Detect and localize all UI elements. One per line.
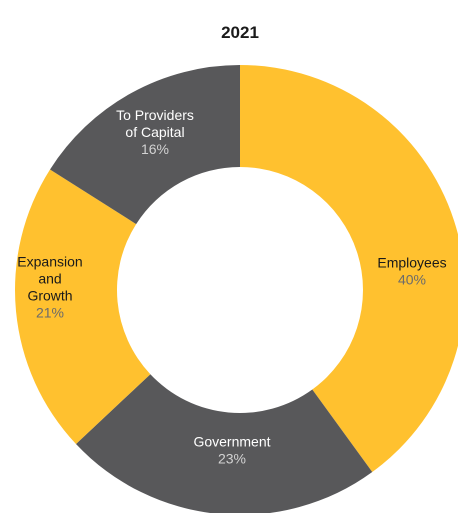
- slice-to-providers-of-capital: [50, 65, 241, 225]
- slice-label: Employees: [377, 255, 446, 271]
- slice-value-label: 16%: [141, 141, 169, 157]
- slice-label: Expansion: [17, 254, 82, 270]
- slice-label: Government: [193, 434, 270, 450]
- slice-value-label: 23%: [218, 451, 246, 467]
- chart-title: 2021: [221, 23, 259, 42]
- slice-government: [75, 374, 373, 513]
- slice-expansion-and-growth: [14, 169, 151, 445]
- slice-value-label: 21%: [36, 305, 64, 321]
- donut-slices: [14, 65, 458, 513]
- slice-label: of Capital: [125, 124, 184, 140]
- slice-value-label: 40%: [398, 272, 426, 288]
- slice-label: To Providers: [116, 107, 194, 123]
- slice-label: and: [38, 271, 61, 287]
- slice-label: Growth: [27, 288, 72, 304]
- slice-employees: [240, 65, 458, 473]
